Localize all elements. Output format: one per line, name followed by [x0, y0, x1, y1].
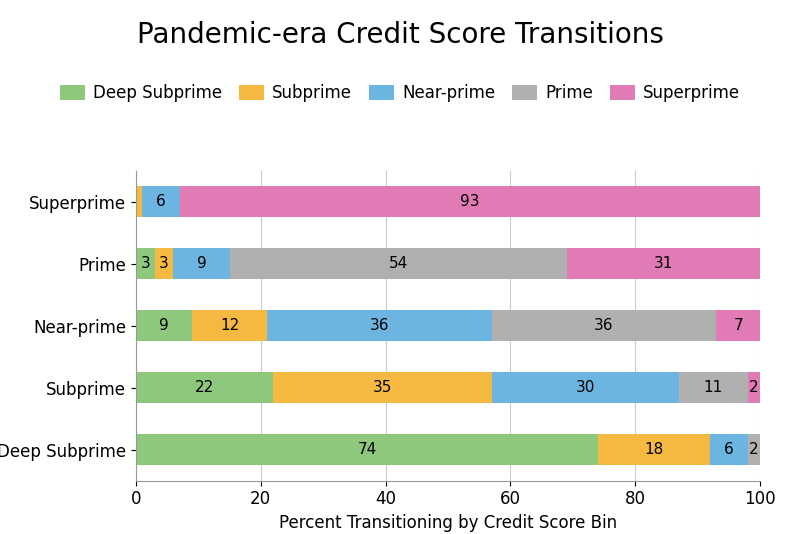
- Bar: [136, 186, 142, 217]
- Text: 35: 35: [373, 380, 392, 395]
- Text: Pandemic-era Credit Score Transitions: Pandemic-era Credit Score Transitions: [137, 21, 663, 49]
- Text: 3: 3: [141, 256, 150, 271]
- Text: 36: 36: [370, 318, 389, 333]
- Bar: [492, 372, 679, 403]
- Bar: [180, 186, 760, 217]
- Bar: [230, 248, 566, 279]
- Text: 9: 9: [197, 256, 206, 271]
- Bar: [679, 372, 747, 403]
- Text: 7: 7: [734, 318, 743, 333]
- Text: 9: 9: [159, 318, 169, 333]
- Bar: [274, 372, 492, 403]
- Bar: [154, 248, 174, 279]
- Text: 11: 11: [703, 380, 723, 395]
- Bar: [747, 434, 760, 465]
- Bar: [136, 310, 192, 341]
- Bar: [710, 434, 747, 465]
- Bar: [136, 372, 274, 403]
- Text: 30: 30: [575, 380, 595, 395]
- Bar: [747, 372, 760, 403]
- Text: 31: 31: [654, 256, 673, 271]
- Bar: [566, 248, 760, 279]
- Legend: Deep Subprime, Subprime, Near-prime, Prime, Superprime: Deep Subprime, Subprime, Near-prime, Pri…: [53, 78, 747, 109]
- Text: 22: 22: [195, 380, 214, 395]
- Text: 18: 18: [644, 442, 663, 457]
- Bar: [142, 186, 180, 217]
- Bar: [716, 310, 760, 341]
- X-axis label: Percent Transitioning by Credit Score Bin: Percent Transitioning by Credit Score Bi…: [279, 514, 617, 532]
- Bar: [174, 248, 230, 279]
- Text: 54: 54: [389, 256, 408, 271]
- Text: 74: 74: [358, 442, 377, 457]
- Bar: [267, 310, 492, 341]
- Bar: [492, 310, 716, 341]
- Text: 36: 36: [594, 318, 614, 333]
- Text: 6: 6: [724, 442, 734, 457]
- Text: 12: 12: [220, 318, 239, 333]
- Text: 2: 2: [749, 380, 758, 395]
- Bar: [192, 310, 267, 341]
- Text: 6: 6: [156, 194, 166, 209]
- Text: 2: 2: [749, 442, 758, 457]
- Text: 3: 3: [159, 256, 169, 271]
- Bar: [598, 434, 710, 465]
- Bar: [136, 434, 598, 465]
- Bar: [136, 248, 154, 279]
- Text: 93: 93: [460, 194, 479, 209]
